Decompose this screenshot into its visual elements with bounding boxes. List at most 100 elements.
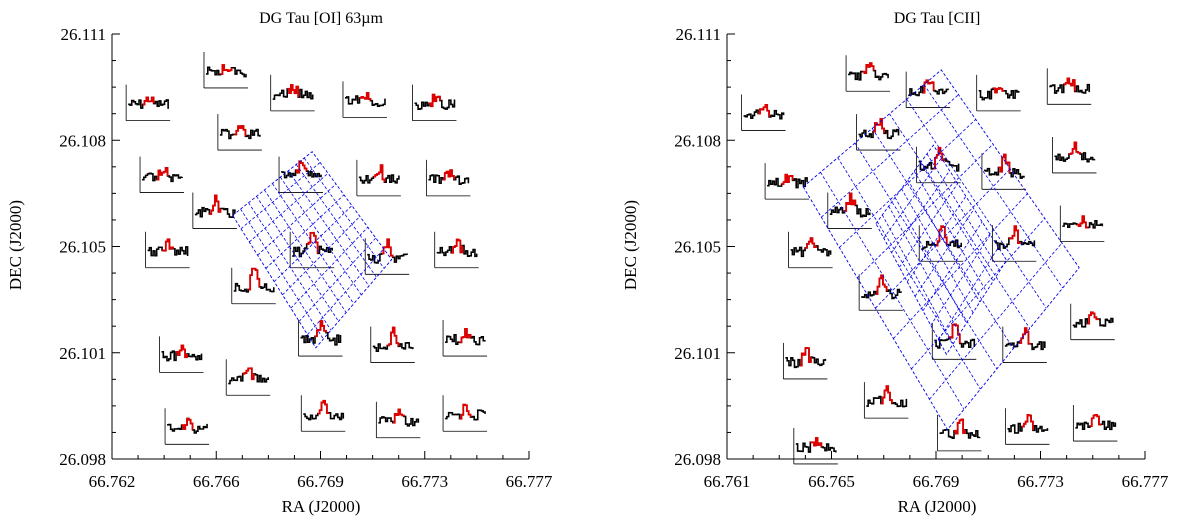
footprint-gridline bbox=[854, 142, 998, 370]
footprint-outline bbox=[802, 69, 1080, 431]
beam-footprint bbox=[802, 69, 1080, 431]
footprint-gridline bbox=[894, 197, 967, 324]
spectrum-line-core bbox=[993, 87, 1005, 94]
spectrum-line-core bbox=[248, 267, 261, 291]
spectrum-inset bbox=[764, 163, 810, 200]
footprint-gridline bbox=[875, 168, 1011, 309]
footprint-gridline bbox=[298, 237, 377, 322]
y-tick-label: 26.105 bbox=[59, 238, 106, 257]
spectrum-line-core bbox=[1063, 77, 1076, 92]
x-tick-label: 66.777 bbox=[1122, 472, 1169, 491]
spectrum-inset bbox=[793, 427, 838, 465]
footprint-gridline bbox=[857, 143, 994, 279]
footprint-gridline bbox=[906, 98, 1047, 309]
spectrum-inset bbox=[442, 395, 488, 432]
spectrum-inset bbox=[434, 231, 479, 269]
spectrum-inset bbox=[856, 114, 901, 151]
spectrum-inset bbox=[289, 231, 335, 269]
footprint-gridline bbox=[287, 170, 370, 287]
y-axis-label: DEC (J2000) bbox=[621, 200, 640, 290]
spectrum-trace bbox=[1072, 311, 1114, 328]
spectrum-line-core bbox=[442, 169, 455, 181]
spectrum-line-core bbox=[451, 238, 464, 254]
footprint-gridline bbox=[926, 153, 1001, 271]
spectrum-inset bbox=[298, 320, 343, 357]
footprint-gridline bbox=[901, 188, 974, 313]
spectrum-inset bbox=[217, 114, 262, 151]
footprint-gridline bbox=[938, 247, 999, 341]
spectrum-inset bbox=[412, 84, 457, 122]
x-tick-label: 66.765 bbox=[808, 472, 855, 491]
spectrum-inset bbox=[270, 74, 315, 112]
spectrum-inset bbox=[937, 414, 982, 452]
spectrum-inset bbox=[845, 55, 891, 92]
spectrum-line-core bbox=[1068, 141, 1081, 155]
footprint-gridline bbox=[911, 218, 1045, 370]
footprint-gridline bbox=[264, 189, 347, 313]
panel-cii: DG Tau [CII] 66.761 66.765 66.769 66.773 66.… bbox=[621, 10, 1169, 516]
spectrum-trace bbox=[858, 118, 900, 140]
spectrum-line-core bbox=[234, 125, 247, 137]
spectrum-line-core bbox=[359, 92, 372, 101]
footprint-gridline bbox=[922, 221, 983, 312]
footprint-gridline bbox=[272, 183, 355, 304]
spectrum-inset bbox=[342, 81, 387, 118]
footprint-gridline bbox=[923, 84, 1064, 289]
spectrum-inset bbox=[1070, 303, 1115, 341]
spectrum-inset bbox=[225, 359, 271, 396]
spectrum-inset bbox=[827, 192, 872, 229]
spectrum-line-core bbox=[381, 238, 394, 258]
beam-footprint bbox=[232, 151, 393, 349]
y-tick-label: 26.111 bbox=[61, 25, 107, 44]
spectrum-inset bbox=[1005, 408, 1050, 445]
spectrum-line-core bbox=[844, 192, 857, 212]
footprint-gridline bbox=[290, 226, 369, 309]
footprint-outline bbox=[232, 151, 393, 349]
spectrum-inset bbox=[159, 336, 204, 373]
footprint-gridline bbox=[907, 179, 981, 303]
spectrum-line-core bbox=[810, 437, 823, 447]
spectrum-line-core bbox=[862, 62, 875, 75]
spectrum-line-core bbox=[935, 225, 948, 247]
spectrum-line-core bbox=[1008, 225, 1021, 245]
spectrum-inset bbox=[300, 395, 346, 432]
footprint-gridline bbox=[240, 162, 321, 229]
spectra-grid bbox=[741, 55, 1118, 465]
footprint-gridline bbox=[265, 194, 345, 269]
footprint-gridline bbox=[280, 176, 362, 296]
footprint-gridline bbox=[929, 242, 1063, 400]
spectrum-line-core bbox=[922, 79, 935, 94]
spectrum-inset bbox=[192, 192, 237, 229]
spectrum-inset bbox=[442, 320, 488, 357]
y-tick-label: 26.098 bbox=[674, 450, 721, 469]
spectrum-line-core bbox=[998, 153, 1011, 173]
spectrum-line-core bbox=[176, 344, 188, 359]
axes: 66.761 66.765 66.769 66.773 66.777 26.098 26.1… bbox=[674, 25, 1169, 491]
spectrum-line-core bbox=[1076, 215, 1089, 229]
spectrum-line-core bbox=[1021, 414, 1034, 431]
footprint-gridline bbox=[913, 171, 987, 292]
spectrum-inset bbox=[375, 401, 421, 439]
x-tick-label: 66.762 bbox=[89, 472, 136, 491]
spectrum-inset bbox=[278, 156, 324, 193]
footprint-gridline bbox=[893, 193, 1028, 339]
footprint-gridline bbox=[888, 205, 961, 334]
axes: 66.762 66.766 66.769 66.773 66.777 26.098 26.1… bbox=[59, 25, 553, 491]
spectrum-line-core bbox=[459, 403, 472, 420]
chart-title: DG Tau [OI] 63µm bbox=[259, 10, 383, 27]
spectrum-line-core bbox=[948, 323, 961, 344]
spectrum-trace bbox=[292, 231, 333, 258]
spectrum-line-core bbox=[799, 347, 812, 367]
spectrum-line-core bbox=[875, 274, 888, 295]
x-tick-label: 66.769 bbox=[297, 472, 344, 491]
spectrum-trace bbox=[1075, 414, 1117, 431]
x-tick-label: 66.777 bbox=[506, 472, 553, 491]
footprint-gridline bbox=[891, 170, 950, 253]
spectrum-inset bbox=[425, 159, 471, 197]
spectrum-inset bbox=[125, 84, 171, 122]
spectrum-inset bbox=[203, 51, 248, 89]
y-tick-label: 26.101 bbox=[59, 344, 106, 363]
footprint-gridline bbox=[282, 216, 361, 296]
footprint-gridline bbox=[257, 183, 337, 256]
